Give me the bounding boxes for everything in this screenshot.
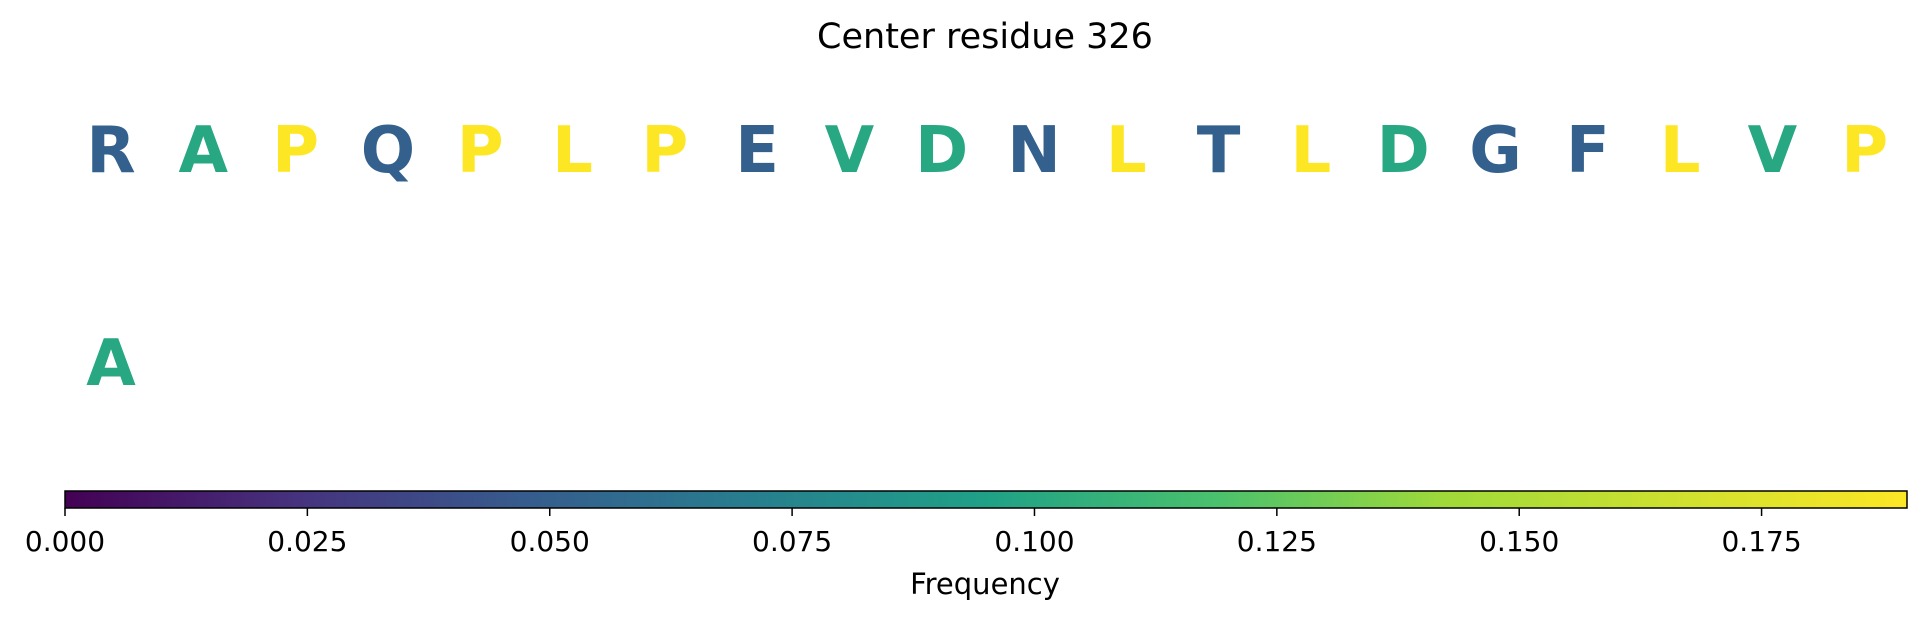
residue-letter: E [735,114,779,188]
residue-letter: T [1197,114,1241,188]
residue-letter: D [915,114,968,188]
residue-letter: L [1106,114,1147,188]
residue-letter: D [1377,114,1430,188]
residue-row-2: A [86,327,136,401]
colorbar [64,490,1908,509]
residue-letter: R [86,114,135,188]
residue-letter: L [1660,114,1701,188]
colorbar-tick-label: 0.075 [752,525,832,558]
residue-letter: V [825,114,875,188]
residue-letter: G [1469,114,1522,188]
residue-letter: L [1291,114,1332,188]
residue-letter: P [457,114,504,188]
residue-letter: F [1566,114,1610,188]
residue-letter: N [1007,114,1061,188]
colorbar-tick-label: 0.025 [267,525,347,558]
residue-letter: P [641,114,688,188]
colorbar-tick-label: 0.175 [1721,525,1801,558]
colorbar-tick-label: 0.125 [1237,525,1317,558]
colorbar-tick-label: 0.150 [1479,525,1559,558]
chart-title: Center residue 326 [817,17,1153,57]
residue-letter: P [272,114,319,188]
colorbar-tick-label: 0.050 [510,525,590,558]
colorbar-tick-label: 0.000 [25,525,105,558]
residue-letter: P [1841,114,1888,188]
residue-letter: L [552,114,593,188]
residue-letter: V [1748,114,1798,188]
colorbar-ticks: 0.000 0.025 0.050 0.075 0.100 0.125 0.150 0.175 [25,508,1802,558]
residue-letter: A [179,114,229,188]
colorbar-tick-label: 0.100 [994,525,1074,558]
residue-letter: A [86,327,136,401]
residue-letter: Q [361,114,415,188]
colorbar-label: Frequency [910,567,1060,601]
